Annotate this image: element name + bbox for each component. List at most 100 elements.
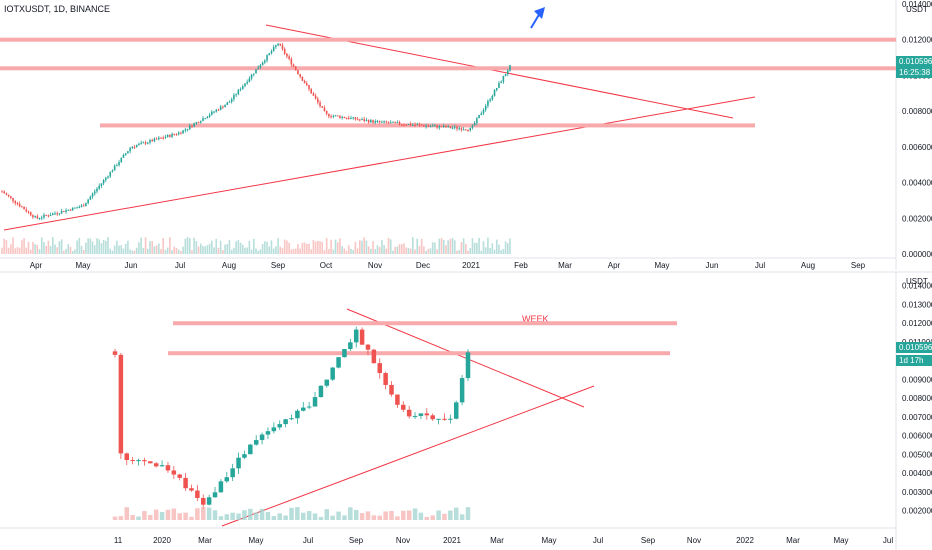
horizontal-level[interactable] <box>0 66 896 71</box>
candle <box>395 394 400 520</box>
candle <box>237 88 240 254</box>
candle <box>270 49 273 254</box>
candle <box>370 118 372 254</box>
candle <box>314 93 317 254</box>
time-tick-label: Mar <box>786 536 800 545</box>
week-label: WEEK <box>522 314 549 324</box>
candle <box>356 117 359 254</box>
candle <box>343 116 346 254</box>
candle <box>158 135 160 254</box>
candle <box>98 183 100 254</box>
horizontal-level[interactable] <box>100 123 755 128</box>
horizontal-level[interactable] <box>173 321 677 326</box>
candle <box>111 169 114 254</box>
candle <box>372 119 374 254</box>
candle <box>261 61 264 254</box>
horizontal-level[interactable] <box>0 37 896 42</box>
candle <box>487 99 489 254</box>
candle <box>122 153 125 254</box>
price-axis: 0.0140000.0130000.0120000.0110000.010000… <box>902 282 932 516</box>
candle <box>112 348 118 520</box>
candle <box>197 121 200 254</box>
time-tick-label: 2022 <box>736 536 754 545</box>
candle <box>133 145 136 254</box>
candle <box>236 452 241 520</box>
candle <box>113 164 116 254</box>
candle <box>363 116 366 254</box>
time-tick-label: Sep <box>641 536 656 545</box>
candle <box>7 194 10 254</box>
candle <box>213 110 215 254</box>
candle <box>339 115 341 254</box>
candle <box>418 122 421 254</box>
candle <box>135 144 138 254</box>
candle <box>191 124 193 254</box>
support-line[interactable] <box>221 385 595 527</box>
horizontal-level[interactable] <box>168 351 670 356</box>
candle <box>303 79 306 254</box>
candle <box>277 420 282 520</box>
candle <box>255 69 257 254</box>
candle <box>259 63 262 254</box>
candle <box>233 92 235 254</box>
candle <box>244 83 246 254</box>
trendlines <box>221 308 595 527</box>
candle <box>80 203 83 254</box>
time-tick-label: May <box>248 536 263 545</box>
candle <box>409 121 412 254</box>
candle <box>336 115 339 254</box>
candle <box>500 80 502 254</box>
time-tick-label: Sep <box>349 536 364 545</box>
candle <box>60 208 63 254</box>
candle <box>447 124 449 254</box>
support-line[interactable] <box>3 96 756 231</box>
candle <box>102 179 105 254</box>
candle <box>498 81 500 254</box>
candle <box>25 207 28 254</box>
time-tick-label: 2021 <box>462 261 480 270</box>
candle <box>312 91 315 254</box>
candle <box>301 76 304 254</box>
candle <box>162 135 165 254</box>
candle <box>482 108 485 254</box>
resistance-line[interactable] <box>346 308 585 408</box>
candle <box>206 494 212 520</box>
candle <box>165 461 171 520</box>
last-price-tag: 0.010596 16:25:38 <box>896 56 932 78</box>
candle <box>29 211 32 254</box>
candle <box>297 69 299 254</box>
candle <box>124 152 127 254</box>
candle <box>140 140 142 254</box>
candle <box>374 119 377 254</box>
candle <box>401 401 406 520</box>
countdown: 16:25:38 <box>899 68 931 77</box>
candle <box>325 110 328 254</box>
candle <box>476 117 478 254</box>
candle <box>118 352 124 520</box>
candle <box>224 472 230 520</box>
candle <box>252 73 255 254</box>
candle <box>347 115 350 254</box>
candle <box>184 127 187 254</box>
candle <box>319 100 321 254</box>
time-tick-label: Nov <box>687 536 701 545</box>
candle <box>153 462 159 520</box>
countdown: 1d 17h <box>899 356 923 365</box>
time-tick-label: Oct <box>320 261 333 270</box>
candle <box>195 121 198 254</box>
candle <box>248 443 253 520</box>
candle <box>63 210 65 254</box>
candle <box>202 115 204 254</box>
up-arrow-icon <box>530 7 545 29</box>
time-tick-label: Nov <box>368 261 382 270</box>
time-axis: 11 2020 Mar May Jul Sep Nov 2021 Mar May Jul Sep Nov… <box>114 536 893 545</box>
candle <box>438 124 441 254</box>
candle <box>341 115 343 254</box>
candle <box>175 133 178 254</box>
candle <box>189 484 194 520</box>
time-tick-label: Apr <box>608 261 621 270</box>
candle <box>241 84 244 254</box>
